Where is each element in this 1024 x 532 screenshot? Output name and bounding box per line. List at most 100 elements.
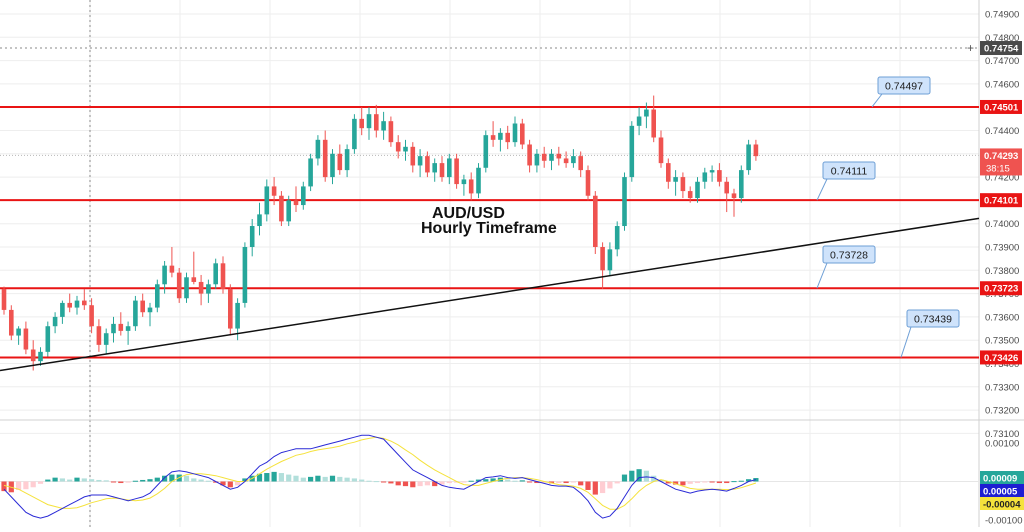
candle-body[interactable] bbox=[133, 300, 138, 327]
candle-body[interactable] bbox=[249, 226, 255, 247]
candle-body[interactable] bbox=[476, 167, 481, 194]
candle-body[interactable] bbox=[330, 153, 335, 178]
candle-body[interactable] bbox=[111, 323, 116, 334]
candle-body[interactable] bbox=[220, 263, 226, 289]
candle-body[interactable] bbox=[257, 214, 262, 227]
candle-body[interactable] bbox=[293, 200, 299, 206]
candle-body[interactable] bbox=[1, 288, 7, 310]
candle-body[interactable] bbox=[447, 158, 452, 178]
candle-body[interactable] bbox=[337, 153, 343, 171]
candle-body[interactable] bbox=[45, 326, 51, 352]
candle-body[interactable] bbox=[468, 179, 474, 194]
candle-body[interactable] bbox=[271, 186, 277, 196]
candle-body[interactable] bbox=[461, 179, 467, 185]
candle-body[interactable] bbox=[191, 277, 197, 282]
candle-body[interactable] bbox=[103, 333, 109, 345]
candle-body[interactable] bbox=[585, 170, 591, 196]
candle-body[interactable] bbox=[425, 156, 430, 173]
candle-body[interactable] bbox=[753, 144, 759, 157]
candle-body[interactable] bbox=[673, 177, 678, 182]
candle-body[interactable] bbox=[527, 144, 532, 166]
candle-body[interactable] bbox=[352, 118, 357, 150]
candle-body[interactable] bbox=[242, 247, 248, 303]
candle-body[interactable] bbox=[264, 186, 270, 215]
candle-body[interactable] bbox=[38, 351, 43, 362]
candle-body[interactable] bbox=[89, 305, 94, 327]
candle-body[interactable] bbox=[403, 146, 408, 152]
candle-body[interactable] bbox=[184, 277, 189, 299]
candle-body[interactable] bbox=[198, 281, 204, 294]
candle-body[interactable] bbox=[556, 153, 562, 159]
candle-body[interactable] bbox=[301, 186, 306, 206]
candle-body[interactable] bbox=[432, 163, 437, 173]
candle-body[interactable] bbox=[235, 302, 240, 329]
crosshair-plus-icon[interactable]: + bbox=[967, 41, 974, 55]
candle-body[interactable] bbox=[23, 328, 29, 350]
candle-body[interactable] bbox=[213, 263, 218, 285]
candle-body[interactable] bbox=[388, 121, 394, 143]
candle-body[interactable] bbox=[140, 300, 145, 313]
candle-body[interactable] bbox=[118, 323, 124, 331]
candle-body[interactable] bbox=[169, 265, 175, 273]
candle-body[interactable] bbox=[52, 316, 58, 327]
candle-body[interactable] bbox=[666, 163, 671, 182]
candle-body[interactable] bbox=[512, 123, 518, 143]
candle-body[interactable] bbox=[60, 302, 65, 317]
candle-body[interactable] bbox=[67, 302, 72, 308]
candle-body[interactable] bbox=[680, 177, 686, 192]
candle-body[interactable] bbox=[359, 118, 364, 129]
candle-body[interactable] bbox=[381, 121, 386, 131]
candle-body[interactable] bbox=[483, 135, 489, 168]
candle-body[interactable] bbox=[739, 170, 744, 199]
candle-body[interactable] bbox=[571, 156, 576, 164]
candle-body[interactable] bbox=[155, 284, 160, 308]
candle-body[interactable] bbox=[563, 158, 569, 164]
candle-body[interactable] bbox=[395, 142, 401, 152]
candle-body[interactable] bbox=[622, 177, 627, 227]
candle-body[interactable] bbox=[702, 172, 708, 182]
candle-body[interactable] bbox=[695, 181, 700, 199]
candle-body[interactable] bbox=[16, 328, 21, 336]
candle-body[interactable] bbox=[717, 170, 722, 182]
candle-body[interactable] bbox=[658, 137, 664, 164]
candle-body[interactable] bbox=[96, 326, 102, 345]
candle-body[interactable] bbox=[228, 288, 233, 329]
candle-body[interactable] bbox=[206, 284, 211, 294]
candle-body[interactable] bbox=[417, 156, 423, 166]
candle-body[interactable] bbox=[541, 153, 547, 161]
candle-layer[interactable] bbox=[1, 95, 759, 371]
candle-body[interactable] bbox=[614, 226, 620, 250]
candle-body[interactable] bbox=[578, 156, 583, 171]
candle-body[interactable] bbox=[709, 170, 715, 173]
candle-body[interactable] bbox=[600, 247, 605, 271]
candle-body[interactable] bbox=[374, 114, 379, 131]
candle-body[interactable] bbox=[410, 146, 416, 166]
candle-body[interactable] bbox=[74, 300, 80, 308]
candle-body[interactable] bbox=[644, 109, 649, 117]
candle-body[interactable] bbox=[651, 109, 656, 138]
candle-body[interactable] bbox=[322, 139, 328, 178]
candle-body[interactable] bbox=[498, 132, 503, 140]
candle-body[interactable] bbox=[724, 181, 729, 194]
candle-body[interactable] bbox=[308, 158, 313, 187]
candle-body[interactable] bbox=[147, 307, 153, 313]
candle-body[interactable] bbox=[593, 195, 598, 247]
candle-body[interactable] bbox=[315, 139, 321, 159]
candle-body[interactable] bbox=[366, 114, 372, 129]
candle-body[interactable] bbox=[454, 158, 459, 185]
candle-body[interactable] bbox=[629, 125, 635, 178]
candle-body[interactable] bbox=[344, 149, 350, 171]
candle-body[interactable] bbox=[176, 272, 182, 299]
candle-body[interactable] bbox=[746, 144, 751, 171]
candle-body[interactable] bbox=[490, 135, 496, 140]
candle-body[interactable] bbox=[731, 193, 737, 199]
candle-body[interactable] bbox=[125, 326, 131, 331]
candle-body[interactable] bbox=[439, 163, 445, 178]
candle-body[interactable] bbox=[549, 153, 554, 161]
candle-body[interactable] bbox=[162, 265, 167, 285]
candle-body[interactable] bbox=[30, 349, 36, 362]
candle-body[interactable] bbox=[82, 300, 87, 306]
candle-body[interactable] bbox=[505, 132, 510, 143]
candle-body[interactable] bbox=[520, 123, 525, 145]
